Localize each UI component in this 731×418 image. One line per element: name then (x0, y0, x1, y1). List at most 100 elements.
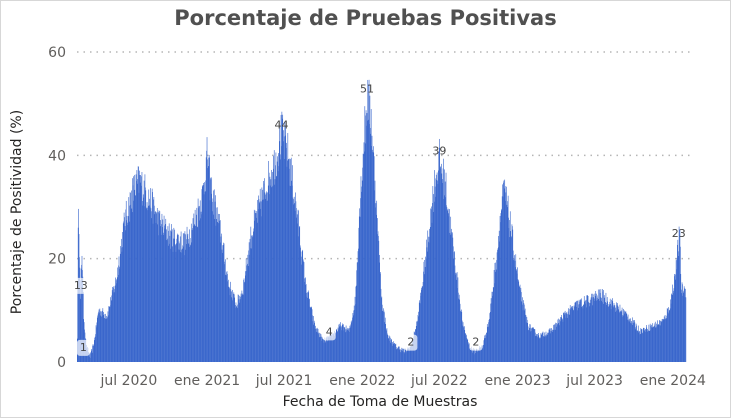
bar (572, 310, 574, 362)
bar (462, 325, 463, 362)
bar (609, 305, 610, 362)
bar (135, 174, 137, 362)
bar (502, 196, 504, 362)
bar (303, 261, 304, 362)
bar (634, 322, 636, 362)
bar (572, 308, 573, 362)
bar (380, 272, 381, 362)
bar (421, 287, 422, 362)
bar (130, 204, 132, 362)
bar (163, 215, 165, 362)
bar (334, 333, 336, 362)
bar (252, 237, 253, 362)
bar (286, 166, 288, 362)
bar (478, 350, 480, 362)
bar (349, 331, 350, 362)
bar (253, 209, 255, 362)
bar (506, 207, 508, 362)
bar (136, 183, 138, 362)
bar (642, 332, 643, 362)
bar (278, 153, 279, 362)
bar (109, 306, 111, 362)
bar (116, 283, 117, 362)
bar (294, 203, 295, 362)
bar (233, 292, 235, 362)
bar (179, 243, 181, 362)
bar (461, 309, 462, 362)
bar (314, 322, 315, 362)
bar (252, 236, 254, 362)
bar (290, 159, 291, 362)
bar (153, 196, 155, 362)
bar (560, 321, 562, 362)
bar (304, 278, 306, 362)
bar (317, 328, 319, 362)
bar (302, 249, 304, 362)
x-tick-label: ene 2023 (484, 373, 550, 389)
bar (501, 208, 503, 362)
bar (463, 327, 464, 362)
bar (129, 205, 130, 362)
bar (279, 125, 280, 362)
bar (526, 322, 527, 362)
bar (646, 325, 647, 362)
bar (428, 236, 429, 362)
bar (387, 338, 389, 362)
bar (255, 213, 256, 362)
bar (219, 220, 221, 362)
bar (285, 125, 287, 363)
bar (330, 333, 332, 362)
bar (583, 304, 584, 362)
bar (620, 311, 622, 362)
bar (293, 199, 295, 362)
bar (378, 262, 380, 362)
bar (545, 336, 546, 362)
bar (559, 319, 560, 362)
y-tick-label: 0 (57, 355, 66, 371)
bar (530, 331, 531, 362)
bar (162, 219, 164, 362)
bar (305, 277, 307, 362)
bar (242, 294, 243, 362)
bar (273, 168, 275, 362)
bar (404, 353, 405, 362)
bar (320, 334, 322, 362)
bar (384, 317, 386, 362)
bar (570, 309, 571, 362)
bar (199, 200, 201, 362)
bar (542, 331, 544, 362)
bar (105, 313, 106, 362)
bar (176, 243, 177, 362)
bar (250, 226, 252, 362)
bar (168, 245, 169, 362)
bar (653, 326, 654, 362)
bar (560, 317, 561, 362)
bar (93, 345, 94, 362)
bar (151, 218, 153, 362)
bar (345, 329, 346, 362)
bar (125, 209, 127, 362)
bar (327, 337, 329, 362)
bar (312, 321, 314, 362)
bar (514, 260, 516, 362)
bar (512, 250, 514, 362)
bar (245, 258, 247, 362)
bar (225, 275, 227, 362)
bar (559, 319, 561, 362)
bar (511, 224, 513, 362)
bar (612, 307, 614, 362)
bar (504, 179, 506, 362)
bar (605, 292, 607, 362)
bar (627, 319, 628, 362)
bar (657, 320, 658, 362)
bar (514, 255, 515, 362)
bar (150, 188, 151, 362)
bar (472, 352, 474, 362)
bar (535, 335, 537, 362)
bar (111, 290, 113, 362)
bar (189, 244, 191, 362)
bar (440, 166, 442, 362)
bar (647, 329, 648, 362)
bar (591, 293, 592, 362)
bar (674, 274, 675, 362)
